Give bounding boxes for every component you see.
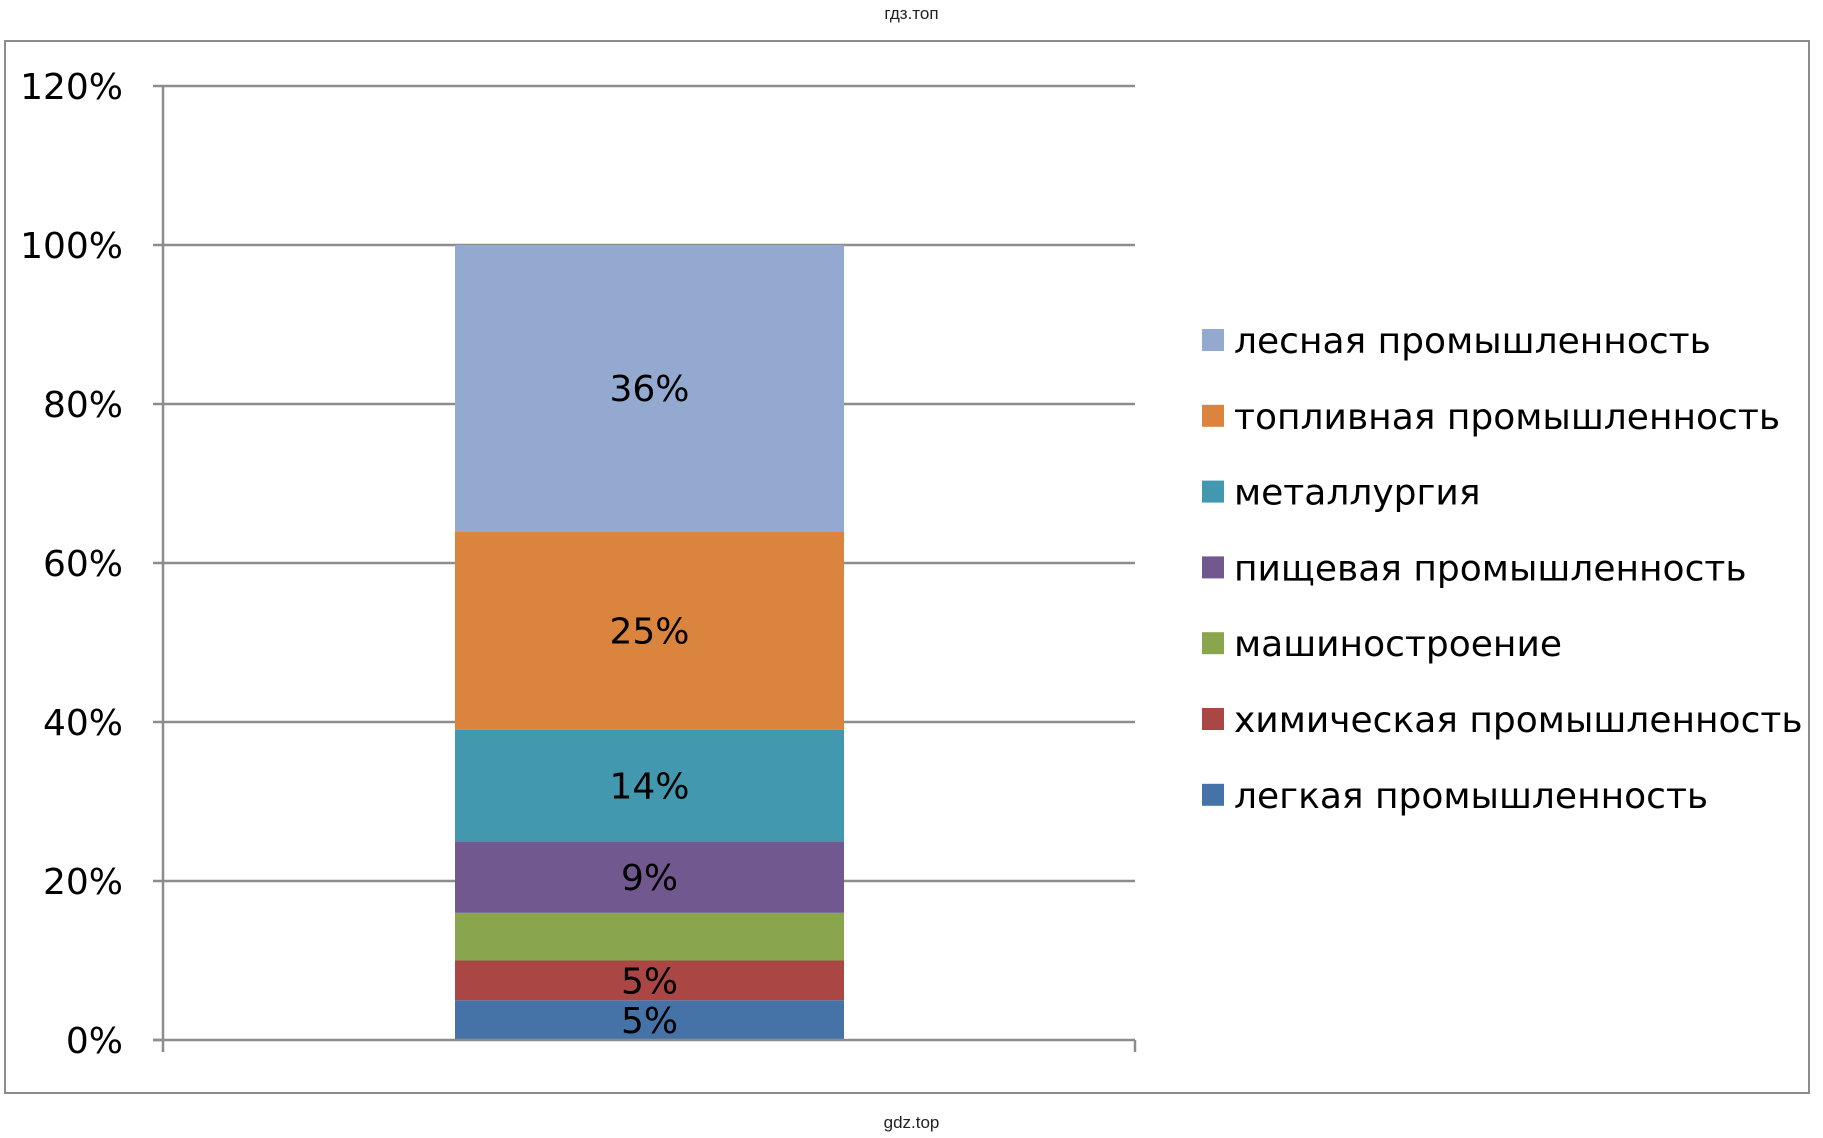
bar-segment	[455, 1000, 844, 1040]
data-label: 5%	[621, 1001, 678, 1042]
watermark-top: гдз.топ	[884, 4, 939, 23]
watermark-bottom: gdz.top	[883, 1113, 940, 1132]
y-tick-label: 0%	[66, 1021, 123, 1062]
axes	[153, 84, 1137, 1052]
bar-segments	[455, 245, 844, 1040]
legend-swatch	[1202, 329, 1224, 351]
legend-label: лесная промышленность	[1234, 321, 1711, 362]
legend-label: металлургия	[1234, 473, 1480, 514]
data-label: 5%	[621, 961, 678, 1002]
legend-swatch	[1202, 480, 1224, 503]
data-label: 14%	[609, 767, 689, 808]
y-tick-label: 40%	[43, 703, 123, 744]
legend-label: машиностроение	[1234, 624, 1562, 665]
legend-swatch	[1202, 632, 1224, 655]
legend-swatch	[1202, 783, 1224, 806]
bar-segment	[455, 841, 844, 913]
legend-swatch	[1202, 708, 1224, 730]
y-tick-label: 100%	[20, 226, 123, 267]
bar-segment	[455, 960, 844, 1001]
y-tick-labels: 0% 20% 40% 60% 80% 100% 120%	[20, 67, 123, 1062]
data-label: 9%	[621, 858, 678, 899]
legend-label: пищевая промышленность	[1234, 548, 1747, 589]
legend: лесная промышленность топливная промышлен…	[1202, 321, 1803, 817]
legend-label: химическая промышленность	[1234, 700, 1803, 741]
data-label: 36%	[609, 369, 689, 410]
chart-frame	[4, 40, 1810, 1094]
bar-segment	[455, 912, 844, 961]
y-tick-label: 60%	[43, 544, 123, 585]
bar-segment	[455, 531, 844, 730]
y-tick-label: 80%	[43, 385, 123, 426]
y-tick-label: 120%	[20, 67, 123, 108]
bar-segment	[455, 729, 844, 842]
data-labels: 5%5% 9% 14% 25% 36%	[609, 369, 689, 1042]
legend-swatch	[1202, 404, 1224, 427]
legend-label: легкая промышленность	[1234, 776, 1708, 817]
legend-swatch	[1202, 556, 1224, 579]
legend-label: топливная промышленность	[1234, 397, 1780, 438]
data-label: 25%	[609, 612, 689, 653]
y-tick-label: 20%	[43, 862, 123, 903]
bar-segment	[455, 245, 844, 532]
